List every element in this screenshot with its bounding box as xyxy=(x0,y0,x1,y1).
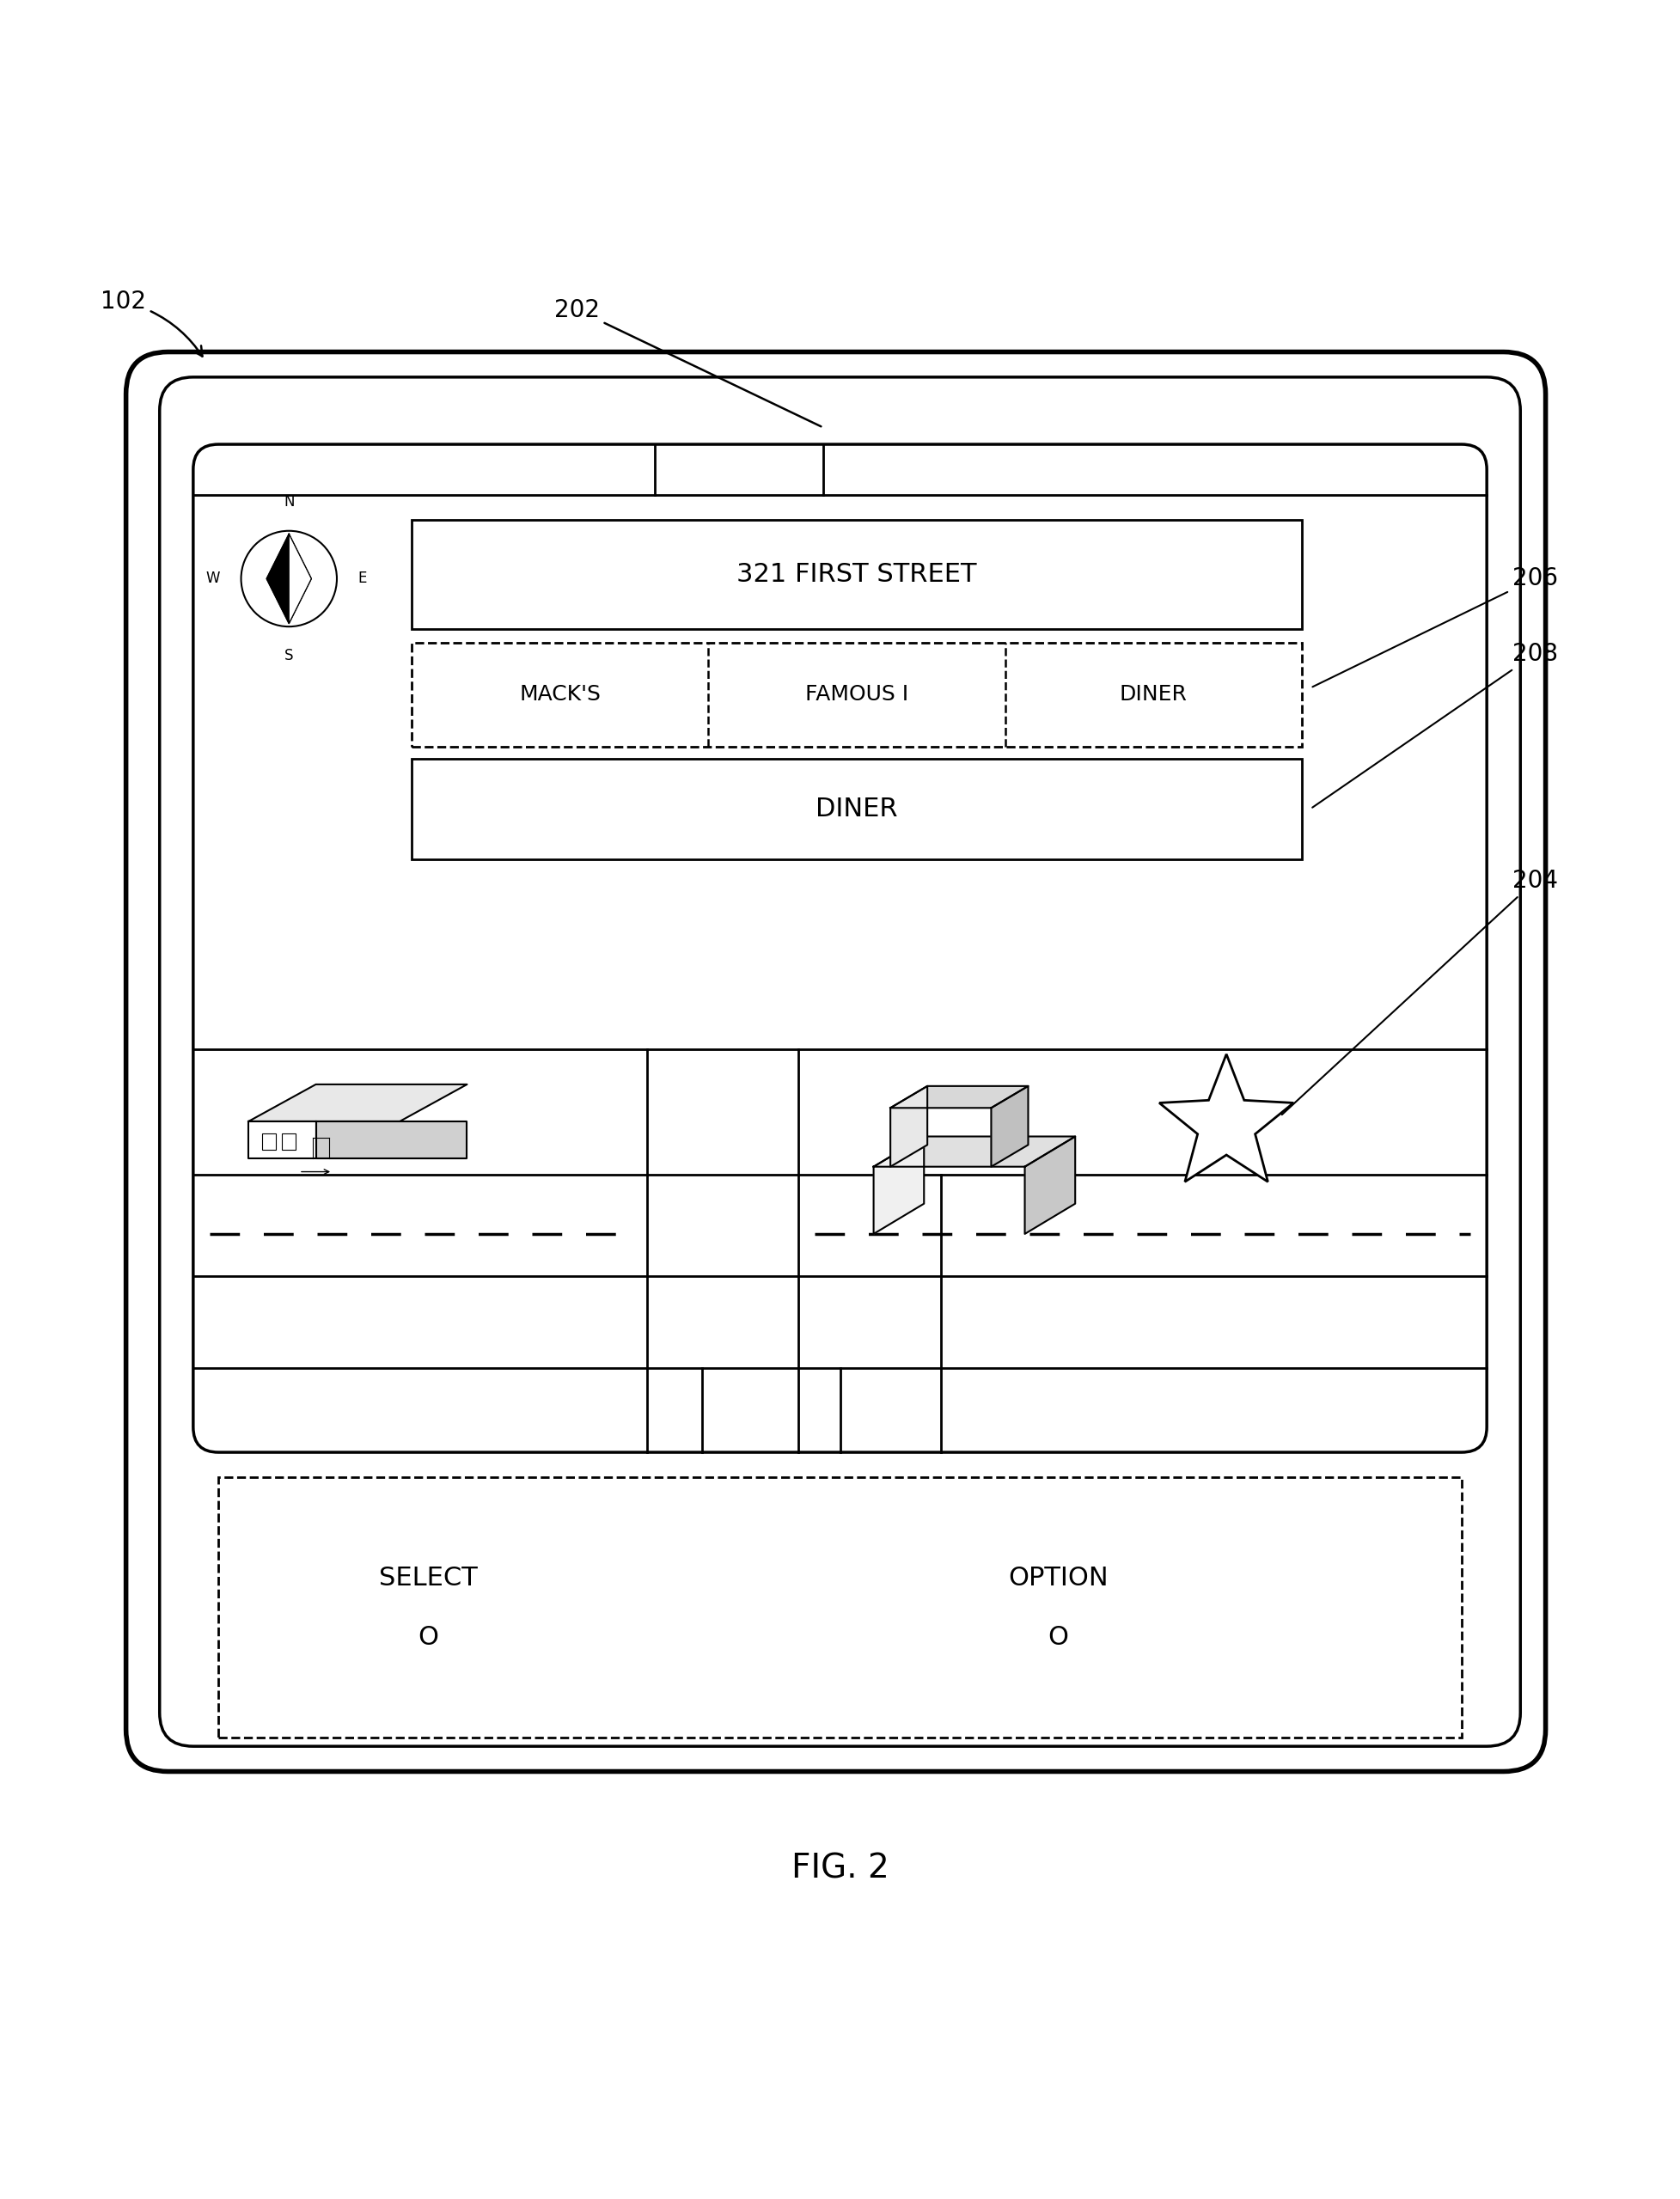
Text: FAMOUS I: FAMOUS I xyxy=(805,684,909,706)
Polygon shape xyxy=(890,1086,1028,1108)
Bar xyxy=(282,1132,296,1150)
Bar xyxy=(218,1478,1462,1737)
Text: OPTION: OPTION xyxy=(1008,1566,1109,1590)
Bar xyxy=(412,759,1302,860)
Polygon shape xyxy=(874,1137,924,1234)
Text: FIG. 2: FIG. 2 xyxy=(791,1852,889,1885)
Text: 206: 206 xyxy=(1312,567,1557,686)
Text: N: N xyxy=(284,495,294,510)
Polygon shape xyxy=(289,534,311,622)
Text: SELECT: SELECT xyxy=(380,1566,477,1590)
Text: E: E xyxy=(358,572,366,587)
Text: 204: 204 xyxy=(1282,869,1557,1115)
Bar xyxy=(412,642,1302,748)
Polygon shape xyxy=(874,1137,1075,1168)
Bar xyxy=(412,519,1302,629)
Text: 202: 202 xyxy=(554,297,822,427)
Text: 321 FIRST STREET: 321 FIRST STREET xyxy=(738,563,976,587)
Polygon shape xyxy=(316,1121,467,1159)
Bar xyxy=(262,1132,276,1150)
Polygon shape xyxy=(249,1084,467,1121)
Text: O: O xyxy=(418,1625,438,1649)
Text: MACK'S: MACK'S xyxy=(519,684,601,706)
Text: DINER: DINER xyxy=(1119,684,1188,706)
Polygon shape xyxy=(1159,1053,1294,1181)
Polygon shape xyxy=(249,1121,316,1159)
Text: W: W xyxy=(207,572,220,587)
Text: 208: 208 xyxy=(1312,642,1557,807)
Text: 102: 102 xyxy=(101,290,202,356)
Polygon shape xyxy=(991,1086,1028,1168)
Polygon shape xyxy=(1025,1137,1075,1234)
Text: S: S xyxy=(284,649,294,664)
Text: O: O xyxy=(1048,1625,1068,1649)
Polygon shape xyxy=(890,1086,927,1168)
Text: DINER: DINER xyxy=(816,796,897,820)
Polygon shape xyxy=(267,534,289,622)
